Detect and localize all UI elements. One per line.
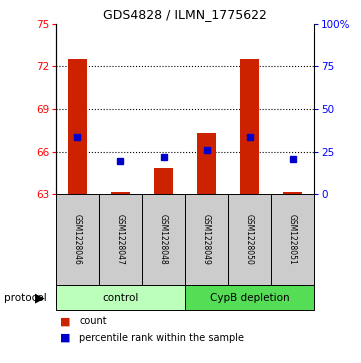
Text: GSM1228047: GSM1228047 [116,214,125,265]
Bar [228,194,271,285]
Text: percentile rank within the sample: percentile rank within the sample [79,333,244,343]
Text: ■: ■ [60,316,70,326]
Text: count: count [79,316,107,326]
Bar [56,285,185,310]
Bar [271,194,314,285]
Text: protocol: protocol [4,293,46,303]
Bar [56,194,99,285]
Bar [240,59,259,194]
Bar [68,59,87,194]
Bar [142,194,185,285]
Title: GDS4828 / ILMN_1775622: GDS4828 / ILMN_1775622 [103,8,267,21]
Text: ■: ■ [60,333,70,343]
Text: control: control [102,293,139,303]
Bar [154,168,173,194]
Text: CypB depletion: CypB depletion [210,293,290,303]
Text: ▶: ▶ [35,291,45,304]
Text: GSM1228048: GSM1228048 [159,214,168,265]
Bar [185,194,228,285]
Bar [197,133,216,194]
Text: GSM1228050: GSM1228050 [245,214,254,265]
Bar [99,194,142,285]
Text: GSM1228051: GSM1228051 [288,214,297,265]
Bar [185,285,314,310]
Bar [111,192,130,194]
Text: GSM1228049: GSM1228049 [202,214,211,265]
Bar [283,192,302,194]
Text: GSM1228046: GSM1228046 [73,214,82,265]
